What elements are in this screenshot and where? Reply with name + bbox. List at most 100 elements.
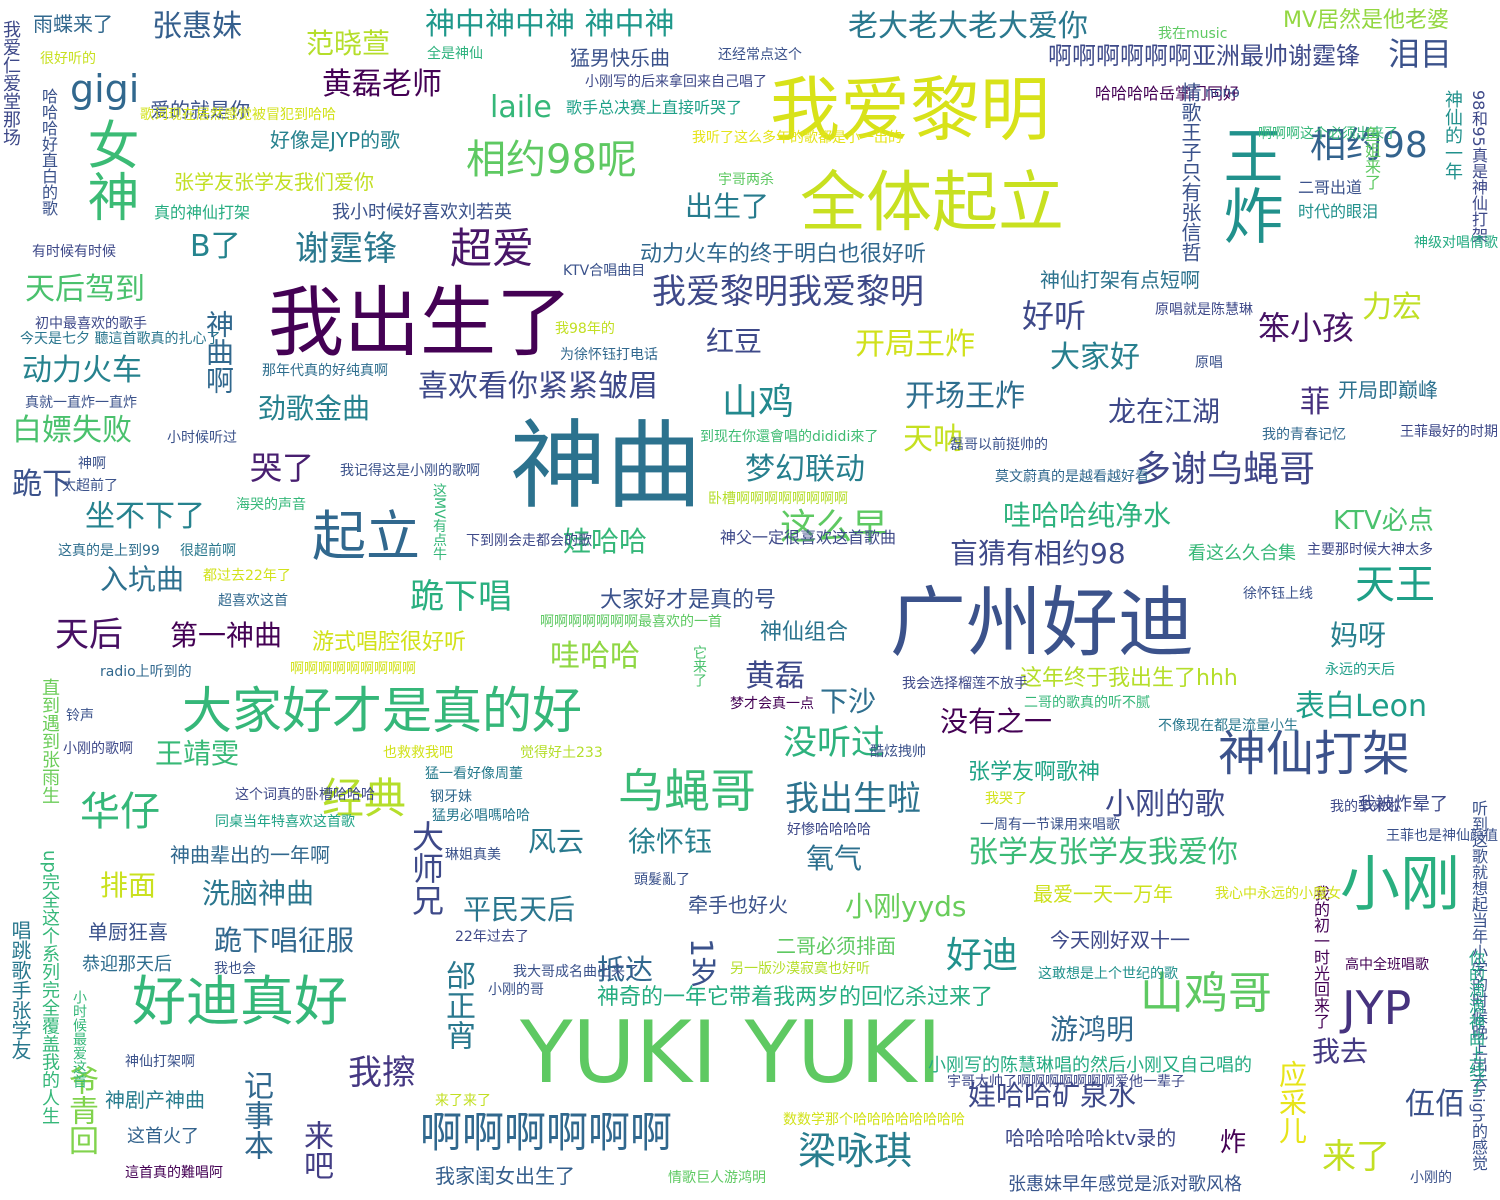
cloud-word: 歌手总决赛上直接听哭了	[566, 98, 743, 117]
cloud-word: 好像是JYP的歌	[270, 128, 401, 152]
cloud-word: 歌词现在居然感觉被冒犯到哈哈	[140, 107, 336, 123]
cloud-word: 我记得这是小刚的歌啊	[340, 463, 480, 479]
cloud-word: gigi	[70, 67, 140, 111]
cloud-word: 邰正宵	[440, 960, 475, 1050]
cloud-word: 炸	[1220, 1128, 1247, 1158]
cloud-word: 娃哈哈	[563, 525, 648, 558]
cloud-word: 来吧	[298, 1120, 333, 1180]
cloud-word: 铃声	[66, 708, 94, 724]
cloud-word: 王炸	[1213, 125, 1283, 245]
cloud-word: 我出生了	[268, 278, 572, 367]
cloud-word: 初中最喜欢的歌手	[35, 316, 147, 332]
cloud-word: 天后	[55, 615, 123, 655]
cloud-word: 神仙打架啊	[125, 1054, 195, 1070]
cloud-word: 跪下	[12, 467, 72, 502]
cloud-word: 洗脑神曲	[202, 877, 315, 910]
cloud-word: 好听	[1022, 297, 1087, 335]
cloud-word: 大家好	[1050, 340, 1140, 375]
cloud-word: 第一神曲	[170, 619, 283, 652]
cloud-word: 这真的是上到99	[58, 543, 160, 559]
cloud-word: 这么早	[780, 507, 889, 548]
cloud-word: 很超前啊	[180, 543, 236, 559]
cloud-word: 氧气	[806, 842, 863, 875]
cloud-word: 酷炫拽帅	[870, 744, 926, 760]
cloud-word: 神剧产神曲	[105, 1088, 205, 1112]
cloud-word: 哇哈哈纯净水	[1003, 499, 1172, 532]
cloud-word: 数数学那个哈哈哈哈哈哈哈哈	[783, 1112, 965, 1128]
cloud-word: 小刚的歌啊	[63, 741, 133, 757]
cloud-word: 劲歌金曲	[258, 392, 371, 425]
cloud-word: 一周有一节课用来唱歌	[980, 817, 1120, 833]
cloud-word: 啊啊啊啊啊啊亚洲最帅谢霆锋	[1048, 42, 1360, 70]
cloud-word: 我在music	[1158, 26, 1228, 42]
cloud-word: 大家好才是真的号	[600, 588, 777, 613]
cloud-word: 妈呀	[1330, 619, 1387, 652]
cloud-word: 相约98	[1310, 125, 1428, 166]
cloud-word: 开场王炸	[905, 379, 1025, 414]
cloud-word: 觉得好土233	[520, 745, 603, 761]
cloud-word: 我擦	[348, 1053, 416, 1093]
cloud-word: 到现在你還會唱的dididi來了	[700, 429, 879, 445]
cloud-word: 张惠妹	[152, 9, 242, 44]
cloud-word: 直到遇到张雨生	[39, 678, 60, 804]
cloud-word: 记事本	[238, 1070, 273, 1160]
cloud-word: 来了来了	[435, 1093, 491, 1109]
cloud-word: 范晓萱	[306, 27, 391, 60]
cloud-word: 泪目	[1388, 35, 1453, 73]
cloud-word: 多谢乌蝇哥	[1135, 449, 1316, 490]
cloud-word: 我的初一时光回来了	[1311, 885, 1330, 1029]
cloud-word: 鱼姐来了	[1362, 126, 1381, 190]
cloud-word: 最爱一天一万年	[1033, 882, 1173, 906]
cloud-word: YUKI YUKI	[520, 1003, 942, 1103]
cloud-word: 我大哥成名曲出来了	[513, 964, 639, 980]
cloud-word: 应采儿	[1275, 1060, 1308, 1144]
cloud-word: 单厨狂喜	[88, 920, 168, 944]
cloud-word: 很好听的	[40, 51, 96, 67]
cloud-word: 张惠妹早年感觉是派对歌风格	[1008, 1174, 1242, 1195]
cloud-word: 不像现在都是流量小生	[1158, 718, 1298, 734]
cloud-word: 那年代真的好纯真啊	[262, 363, 388, 379]
cloud-word: 跪下唱	[410, 577, 512, 617]
cloud-word: 这敢想是上个世纪的歌	[1038, 966, 1178, 982]
cloud-word: 我听了这么多年的歌都是小一出的	[692, 130, 902, 146]
cloud-word: 跪下唱征服	[214, 924, 355, 957]
cloud-word: 唱跳歌手张学友	[8, 920, 32, 1060]
cloud-word: 梦才会真一点	[730, 696, 814, 712]
cloud-word: 黄磊	[745, 659, 805, 694]
cloud-word: 神曲啊	[202, 310, 235, 394]
cloud-word: 平民天后	[463, 893, 576, 926]
cloud-word: 高中全班唱歌	[1345, 957, 1429, 973]
cloud-word: 时代的眼泪	[1298, 202, 1379, 221]
cloud-word: 情歌王子只有张信哲	[1178, 82, 1202, 262]
cloud-word: 我出生啦	[785, 779, 921, 819]
cloud-word: 神中神中神 神中神	[425, 7, 675, 42]
cloud-word: 98和95真是神仙打架	[1469, 90, 1488, 243]
cloud-word: 相约98呢	[466, 137, 637, 183]
cloud-word: 动力火车的终于明白也很好听	[640, 242, 927, 267]
cloud-word: laile	[490, 90, 552, 125]
cloud-word: B了	[190, 229, 241, 264]
cloud-word: 哇哈哈	[550, 639, 640, 674]
cloud-word: 我98年的	[555, 321, 615, 337]
cloud-word: 1岁	[683, 938, 718, 988]
cloud-word: 红豆	[706, 325, 763, 358]
cloud-word: 它来了	[691, 645, 707, 687]
cloud-word: 好迪	[946, 935, 1019, 976]
cloud-word: 原唱	[1195, 355, 1223, 371]
cloud-word: 龙在江湖	[1108, 395, 1221, 428]
cloud-word: 来了	[1322, 1137, 1390, 1177]
cloud-word: radio上听到的	[100, 664, 192, 680]
cloud-word: 小刚yyds	[845, 890, 967, 923]
cloud-word: 谢霆锋	[295, 229, 397, 269]
cloud-word: 哭了	[250, 449, 315, 487]
cloud-word: 梁咏琪	[798, 1129, 913, 1173]
cloud-word: 莫文蔚真的是越看越好看	[995, 469, 1149, 485]
cloud-word: 神仙打架有点短啊	[1040, 268, 1200, 292]
cloud-word: 猛男必唱嗎哈哈	[432, 808, 530, 824]
cloud-word: 看这么久合集	[1188, 543, 1296, 564]
cloud-word: 今天刚好双十一	[1050, 928, 1190, 952]
cloud-word: 有时候有时候	[32, 244, 116, 260]
cloud-word: 爷青回	[63, 1065, 98, 1155]
cloud-word: 神父一定很喜欢这首歌曲	[720, 528, 897, 547]
